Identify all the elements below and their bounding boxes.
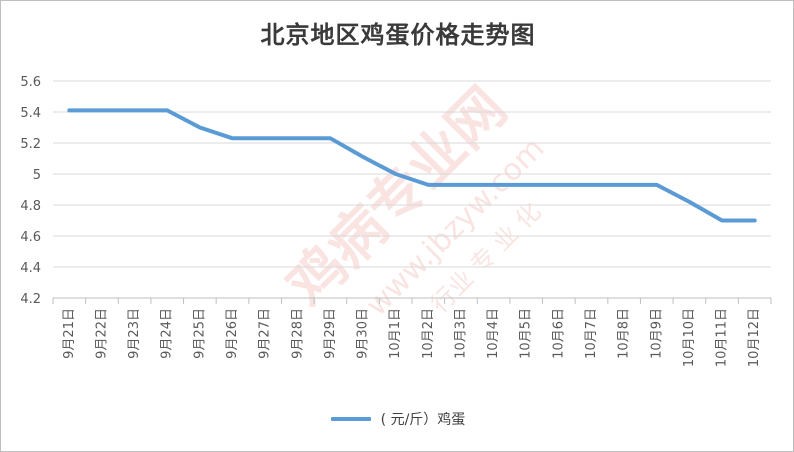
y-tick-label: 4.6 [20, 230, 41, 245]
y-tick-labels: 4.2 4.4 4.6 4.8 5 5.2 5.4 5.6 [20, 75, 41, 307]
y-tick-label: 4.2 [20, 292, 41, 307]
x-tick-label: 9月21日 [62, 308, 77, 359]
legend: ( 元/斤）鸡蛋 [1, 409, 793, 429]
x-tick-label: 10月4日 [486, 308, 501, 359]
y-tick-label: 5.6 [20, 75, 41, 90]
x-tick-label: 9月28日 [290, 308, 305, 359]
chart-title: 北京地区鸡蛋价格走势图 [260, 20, 536, 49]
x-tick-labels: 9月21日 9月22日 9月23日 9月24日 9月25日 9月26日 9月27日 9月28日… [62, 308, 762, 367]
x-tick-label: 9月26日 [225, 308, 240, 359]
x-tick-label: 10月3日 [453, 308, 468, 359]
x-tick-label: 10月8日 [617, 308, 632, 359]
x-tick-label: 10月6日 [551, 308, 566, 359]
x-tick-label: 10月1日 [388, 308, 403, 359]
series-lines [67, 108, 757, 223]
grid-lines [53, 80, 771, 299]
legend-swatch-eggs [330, 417, 371, 421]
x-tick-label: 10月11日 [715, 308, 730, 367]
y-tick-label: 4.4 [20, 261, 41, 276]
x-tick-label: 9月24日 [160, 308, 175, 359]
x-tick-label: 9月25日 [192, 308, 207, 359]
x-tick-label: 10月2日 [421, 308, 436, 359]
x-tick-label: 10月7日 [584, 308, 599, 359]
x-tick-label: 10月5日 [519, 308, 534, 359]
legend-label-eggs: ( 元/斤）鸡蛋 [380, 412, 466, 428]
x-tick-label: 9月27日 [258, 308, 273, 359]
series-line-eggs [67, 108, 757, 223]
x-tick-label: 9月22日 [94, 308, 109, 359]
x-tick-label: 9月30日 [356, 308, 371, 359]
x-ticks [52, 298, 772, 304]
x-tick-label: 10月10日 [682, 308, 697, 367]
x-tick-label: 10月12日 [747, 308, 762, 367]
x-tick-label: 10月9日 [649, 308, 664, 359]
x-tick-label: 9月23日 [127, 308, 142, 359]
y-tick-label: 5 [33, 168, 41, 183]
x-tick-label: 9月29日 [323, 308, 338, 359]
y-tick-label: 4.8 [20, 199, 41, 214]
y-tick-label: 5.2 [20, 137, 41, 152]
y-tick-label: 5.4 [20, 106, 41, 121]
